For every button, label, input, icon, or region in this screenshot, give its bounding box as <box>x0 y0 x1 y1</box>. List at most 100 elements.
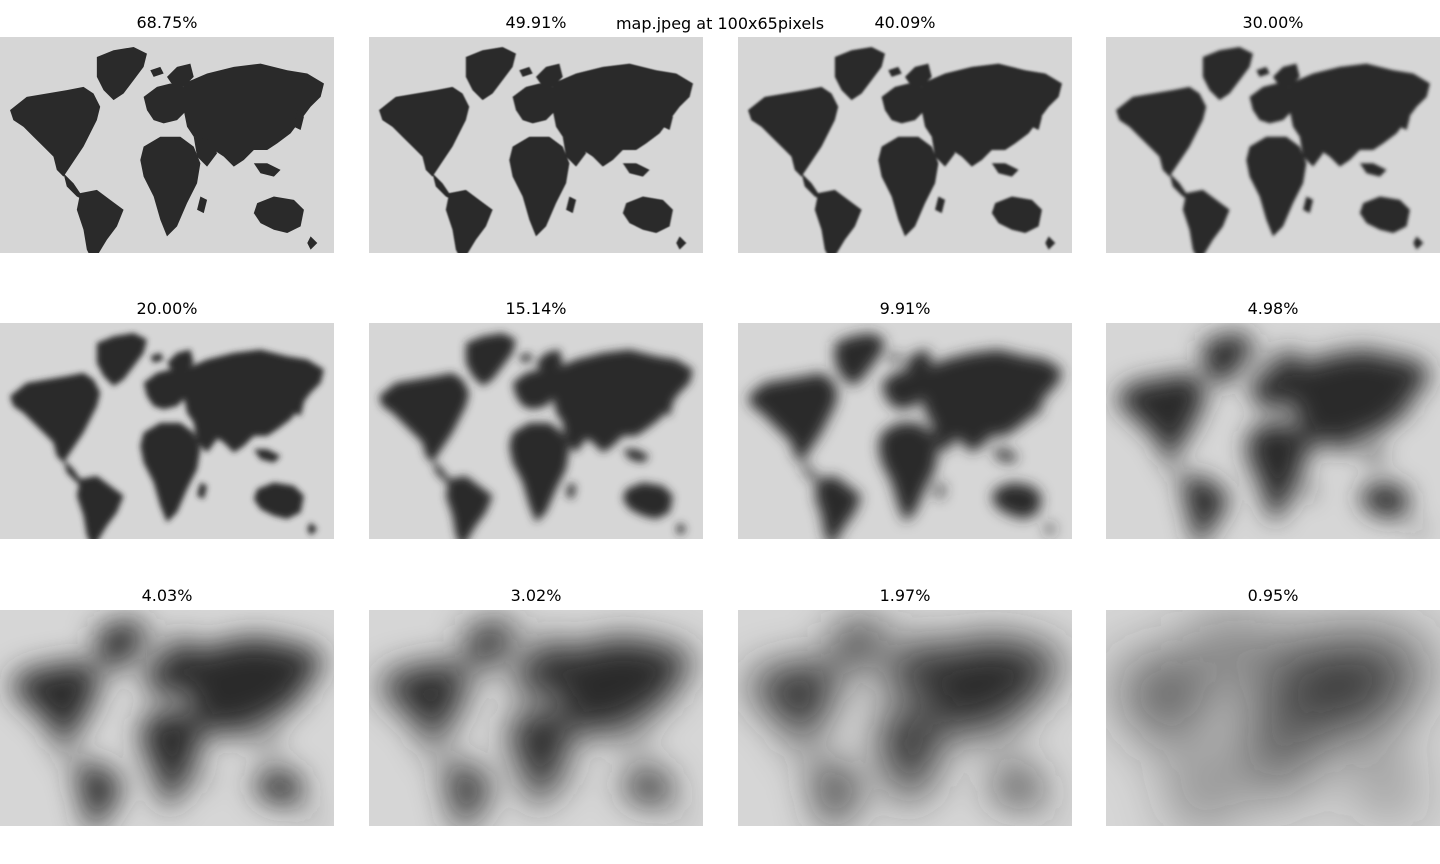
landmass <box>562 136 587 167</box>
map-image <box>1106 323 1440 539</box>
landmass <box>1413 809 1424 823</box>
landmass <box>552 636 693 740</box>
landmass <box>1299 136 1324 167</box>
landmass <box>197 482 208 500</box>
panel-title: 4.03% <box>141 586 193 605</box>
landmass <box>888 352 902 363</box>
landmass <box>1202 332 1253 387</box>
landmass <box>1413 236 1424 250</box>
map-image <box>369 610 703 826</box>
landmass <box>150 66 164 77</box>
landmass <box>1249 83 1297 124</box>
landmass <box>991 482 1042 520</box>
landmass <box>379 659 470 750</box>
landmass <box>1169 746 1190 773</box>
landmass <box>183 63 324 167</box>
landmass <box>905 636 932 660</box>
landmass <box>1116 659 1207 750</box>
landmass <box>662 110 673 131</box>
landmass <box>96 619 147 674</box>
landmass <box>991 449 1019 463</box>
landmass <box>432 746 453 773</box>
panel-3: 40.09% <box>738 11 1072 256</box>
landmass <box>193 422 218 453</box>
landmass <box>432 173 453 200</box>
landmass <box>96 46 147 101</box>
landmass <box>834 332 885 387</box>
landmass <box>150 352 164 363</box>
landmass <box>881 83 929 124</box>
landmass <box>253 449 281 463</box>
landmass <box>140 422 201 523</box>
landmass <box>1031 396 1042 417</box>
landmass <box>1249 656 1297 697</box>
landmass <box>63 173 84 200</box>
landmass <box>1045 236 1056 250</box>
landmass <box>676 236 687 250</box>
landmass <box>379 372 470 463</box>
panel-10: 3.02% <box>369 584 703 829</box>
landmass <box>881 369 929 410</box>
figure-title: map.jpeg at 100x65pixels <box>615 14 825 33</box>
landmass <box>1289 349 1430 453</box>
panel-title: 9.91% <box>879 299 931 318</box>
landmass <box>1359 196 1410 234</box>
landmass <box>76 762 124 826</box>
landmass <box>991 769 1042 807</box>
landmasses <box>748 46 1062 253</box>
landmass <box>63 459 84 486</box>
landmass <box>536 63 563 87</box>
landmass <box>878 709 939 810</box>
landmass <box>307 522 318 536</box>
landmass <box>905 63 932 87</box>
landmass <box>307 809 318 823</box>
landmass <box>465 332 516 387</box>
panel-8: 4.98% <box>1106 297 1440 542</box>
panel-title: 15.14% <box>505 299 567 318</box>
landmass <box>1299 422 1324 453</box>
landmass <box>140 709 201 810</box>
landmasses <box>379 619 693 826</box>
landmass <box>536 636 563 660</box>
landmass <box>143 656 191 697</box>
landmasses <box>379 332 693 539</box>
landmass <box>1299 709 1324 740</box>
map-image <box>0 37 334 253</box>
landmass <box>662 396 673 417</box>
landmass <box>10 372 101 463</box>
landmasses <box>1116 332 1430 539</box>
map-image <box>738 323 1072 539</box>
landmass <box>562 422 587 453</box>
landmass <box>1289 636 1430 740</box>
landmass <box>150 639 164 650</box>
landmass <box>814 762 862 826</box>
panel-title: 68.75% <box>136 13 198 32</box>
landmass <box>814 475 862 539</box>
landmass <box>834 619 885 674</box>
landmass <box>193 709 218 740</box>
landmasses <box>748 332 1062 539</box>
landmass <box>1256 66 1270 77</box>
landmass <box>1169 459 1190 486</box>
landmass <box>536 349 563 373</box>
landmass <box>167 63 194 87</box>
map-image <box>738 610 1072 826</box>
landmass <box>1273 349 1300 373</box>
panel-title: 3.02% <box>510 586 562 605</box>
landmass <box>566 769 577 787</box>
landmass <box>622 769 673 807</box>
map-image <box>1106 610 1440 826</box>
landmass <box>143 83 191 124</box>
landmass <box>931 136 956 167</box>
map-image <box>369 37 703 253</box>
landmass <box>1246 136 1307 237</box>
landmass <box>10 86 101 177</box>
landmass <box>512 369 560 410</box>
landmass <box>676 809 687 823</box>
panel-title: 0.95% <box>1247 586 1299 605</box>
landmass <box>512 656 560 697</box>
landmass <box>140 136 201 237</box>
landmass <box>888 66 902 77</box>
landmass <box>193 136 218 167</box>
landmass <box>1031 110 1042 131</box>
